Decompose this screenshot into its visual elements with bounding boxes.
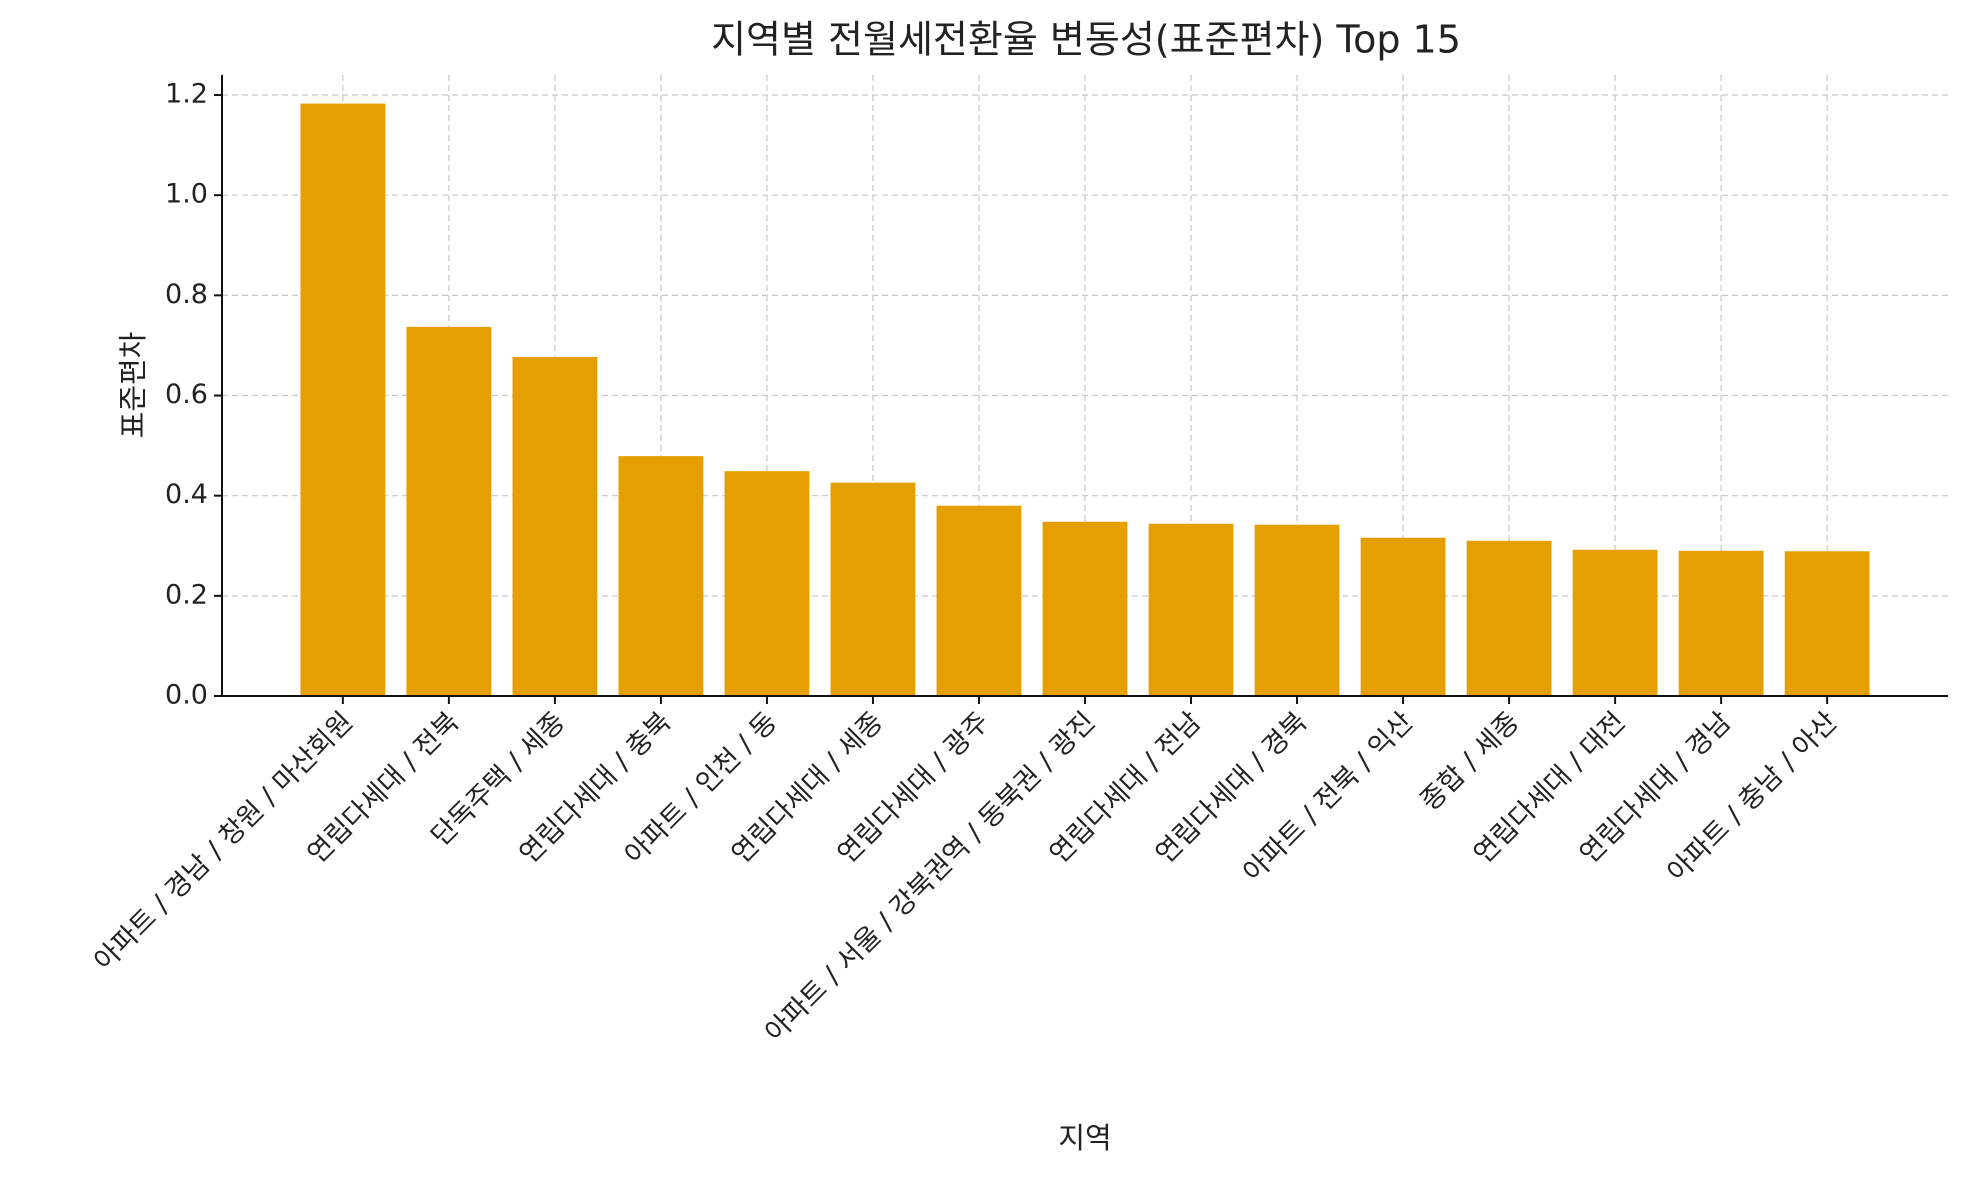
bar	[1572, 549, 1658, 696]
bar	[300, 103, 386, 697]
bar	[406, 326, 492, 696]
bar	[1360, 537, 1446, 696]
bar	[1148, 523, 1234, 696]
bar	[1042, 521, 1128, 696]
y-axis-label: 표준편차	[116, 332, 150, 439]
y-tick-label: 0.4	[165, 479, 208, 510]
bar	[936, 505, 1022, 696]
bar	[512, 356, 598, 696]
x-axis-label: 지역	[1058, 1121, 1111, 1155]
bar	[724, 471, 810, 696]
bar	[1466, 540, 1552, 696]
y-tick-label: 0.0	[165, 680, 208, 711]
y-tick-label: 0.2	[165, 579, 208, 610]
y-tick-label: 1.2	[165, 79, 208, 110]
bar	[618, 456, 704, 696]
y-tick-label: 0.6	[165, 379, 208, 410]
bar	[830, 482, 916, 696]
y-tick-label: 0.8	[165, 279, 208, 310]
bar	[1784, 551, 1870, 696]
chart-title: 지역별 전월세전환율 변동성(표준편차) Top 15	[711, 18, 1461, 62]
bar	[1678, 550, 1764, 696]
y-tick-label: 1.0	[165, 179, 208, 210]
x-tick-label: 종합 / 세종	[1415, 706, 1526, 817]
bar	[1254, 524, 1340, 696]
